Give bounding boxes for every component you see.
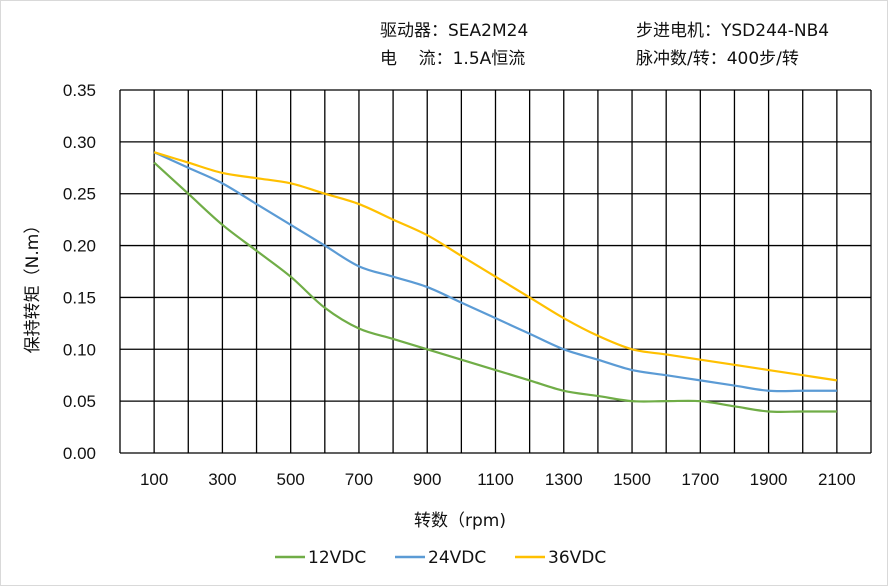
y-tick-label: 0.20 <box>63 237 96 256</box>
y-tick-label: 0.00 <box>63 444 96 463</box>
y-tick-label: 0.35 <box>63 81 96 100</box>
legend: 12VDC 24VDC 36VDC <box>275 548 606 568</box>
x-tick-label: 1100 <box>477 470 514 489</box>
x-tick-label: 1900 <box>750 470 788 489</box>
x-axis-ticks: 100 300 500 700 900 1100 1300 1500 1700 1900 2100 <box>140 470 856 489</box>
y-axis-ticks: 0.00 0.05 0.10 0.15 0.20 0.25 0.30 0.35 <box>63 81 96 463</box>
motor-label: 步进电机：YSD244-NB4 <box>636 21 830 41</box>
x-tick-label: 100 <box>140 470 168 489</box>
y-tick-label: 0.15 <box>63 288 96 307</box>
series-line-24VDC <box>153 151 837 393</box>
y-tick-label: 0.10 <box>63 340 96 359</box>
current-label: 电 流：1.5A恒流 <box>380 49 526 69</box>
pulses-label: 脉冲数/转：400步/转 <box>636 49 799 69</box>
x-tick-label: 500 <box>276 470 304 489</box>
x-tick-label: 1700 <box>681 470 719 489</box>
y-axis-label: 保持转矩（N.m） <box>23 217 43 354</box>
series-line-36VDC <box>153 151 838 382</box>
driver-label: 驱动器：SEA2M24 <box>380 21 529 41</box>
legend-label: 24VDC <box>428 548 486 568</box>
y-tick-label: 0.30 <box>63 133 96 152</box>
series-lines <box>153 151 838 413</box>
x-tick-label: 1300 <box>545 470 583 489</box>
grid <box>119 89 872 454</box>
x-tick-label: 2100 <box>818 470 856 489</box>
y-tick-label: 0.25 <box>63 185 96 204</box>
x-axis-label: 转数（rpm) <box>414 511 506 531</box>
x-tick-label: 700 <box>345 470 373 489</box>
series-line-12VDC <box>153 161 837 413</box>
legend-label: 36VDC <box>548 548 606 568</box>
x-tick-label: 900 <box>413 470 441 489</box>
legend-label: 12VDC <box>308 548 366 568</box>
y-tick-label: 0.05 <box>63 392 96 411</box>
x-tick-label: 1500 <box>613 470 651 489</box>
x-tick-label: 300 <box>208 470 236 489</box>
